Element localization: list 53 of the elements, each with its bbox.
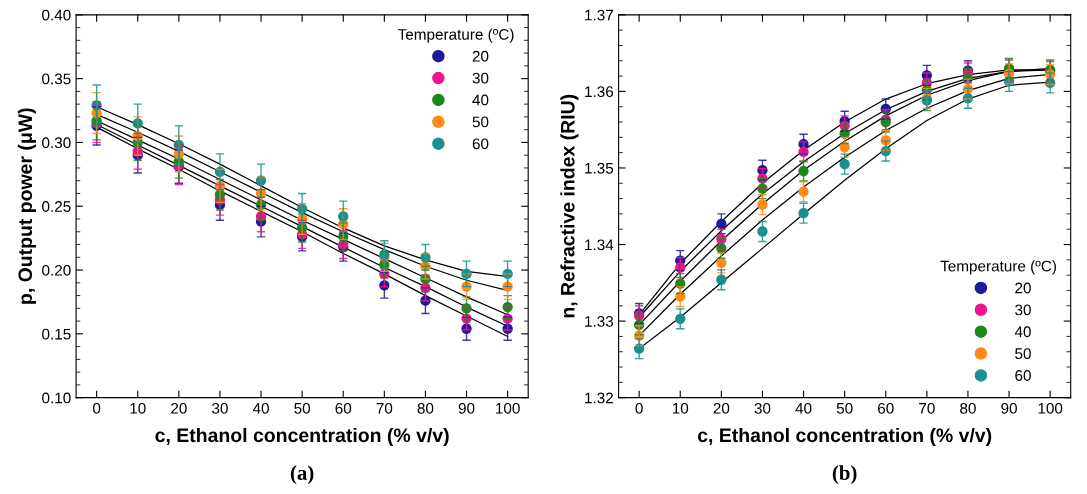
x-tick-label: 90 bbox=[458, 402, 475, 414]
x-tick-label: 10 bbox=[130, 402, 146, 414]
y-tick-label: 0.25 bbox=[42, 201, 71, 212]
y-axis-title: n, Refractive index (RIU) bbox=[560, 94, 579, 318]
y-tick-label: 1.37 bbox=[585, 9, 613, 21]
y-tick-label: 1.32 bbox=[585, 392, 613, 404]
x-tick-label: 30 bbox=[754, 402, 771, 414]
legend-title: Temperature (ºC) bbox=[940, 260, 1057, 275]
x-tick-label: 60 bbox=[878, 402, 894, 414]
x-axis-title: c, Ethanol concentration (% v/v) bbox=[155, 427, 449, 447]
x-tick-label: 60 bbox=[335, 402, 352, 414]
y-tick-label: 0.30 bbox=[42, 137, 71, 149]
x-tick-label: 40 bbox=[252, 402, 269, 414]
legend-label: 60 bbox=[472, 138, 489, 150]
legend-label: 40 bbox=[472, 94, 489, 106]
legend-label: 20 bbox=[472, 50, 489, 62]
x-tick-label: 20 bbox=[713, 402, 730, 414]
y-axis-title: p, Output power (μW) bbox=[17, 108, 36, 304]
x-tick-label: 40 bbox=[795, 402, 812, 414]
x-tick-label: 10 bbox=[672, 402, 689, 414]
legend-label: 20 bbox=[1015, 282, 1031, 294]
x-tick-label: 100 bbox=[1038, 402, 1063, 414]
x-tick-label: 70 bbox=[919, 402, 935, 414]
x-tick-label: 90 bbox=[1001, 402, 1017, 414]
y-tick-label: 0.15 bbox=[42, 328, 71, 340]
legend-label: 30 bbox=[472, 72, 489, 84]
text: (a) bbox=[290, 465, 314, 485]
y-tick-label: 1.35 bbox=[585, 162, 614, 174]
legend-label: 40 bbox=[1014, 326, 1031, 338]
x-tick-label: 30 bbox=[212, 402, 228, 414]
x-tick-label: 80 bbox=[417, 402, 434, 414]
legend-label: 60 bbox=[1015, 370, 1031, 381]
x-axis-title: c, Ethanol concentration (% v/v) bbox=[697, 427, 992, 447]
x-tick-label: 0 bbox=[92, 402, 101, 414]
legend-label: 30 bbox=[1015, 304, 1031, 316]
y-tick-label: 1.36 bbox=[585, 86, 614, 98]
x-tick-label: 50 bbox=[836, 402, 853, 414]
legend-label: 50 bbox=[1015, 348, 1031, 360]
x-tick-label: 50 bbox=[294, 402, 311, 414]
y-tick-label: 1.33 bbox=[585, 315, 614, 327]
x-tick-label: 0 bbox=[635, 402, 643, 414]
y-tick-label: 0.35 bbox=[42, 73, 71, 85]
y-tick-label: 0.10 bbox=[42, 392, 71, 404]
y-tick-label: 1.34 bbox=[585, 239, 614, 251]
x-tick-label: 70 bbox=[376, 402, 393, 414]
x-tick-label: 80 bbox=[960, 402, 976, 414]
text: (b) bbox=[832, 465, 857, 485]
x-tick-label: 100 bbox=[496, 402, 520, 414]
x-tick-label: 20 bbox=[171, 402, 187, 414]
y-tick-label: 0.20 bbox=[42, 264, 71, 276]
y-tick-label: 0.40 bbox=[42, 9, 71, 21]
legend-label: 50 bbox=[472, 116, 489, 128]
legend-title: Temperature (ºC) bbox=[397, 28, 514, 43]
